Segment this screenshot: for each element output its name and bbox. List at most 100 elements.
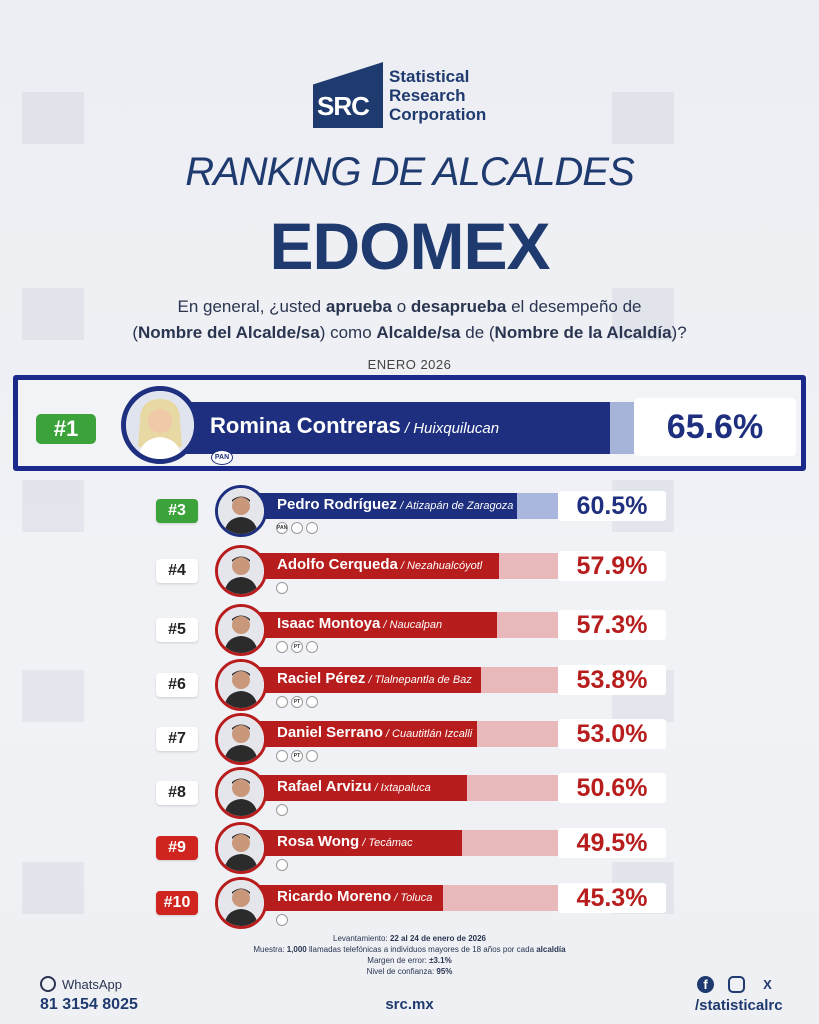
- rank-badge: #10: [156, 891, 198, 915]
- pri-logo-icon: [291, 522, 303, 534]
- rank-badge: #9: [156, 836, 198, 860]
- approval-bar-remainder: [610, 402, 636, 454]
- morena-logo-icon: [276, 914, 288, 926]
- approval-bar-fill: [240, 612, 497, 638]
- whatsapp-number[interactable]: 81 3154 8025: [40, 996, 138, 1013]
- ranking-row: #6 Raciel Pérez / Tlalnepantla de Baz 53.8…: [0, 659, 819, 711]
- rank-badge: #1: [36, 414, 96, 444]
- mayor-photo: [215, 659, 267, 711]
- ranking-row: #3 Pedro Rodríguez / Atizapán de Zaragoza…: [0, 485, 819, 537]
- approval-bar-fill: [240, 885, 443, 911]
- rank-badge: #5: [156, 618, 198, 642]
- watermark: [22, 92, 84, 144]
- party-logos: PAN: [276, 522, 318, 534]
- mayor-name: Pedro Rodríguez / Atizapán de Zaragoza: [277, 496, 514, 513]
- mayor-name: Isaac Montoya / Naucalpan: [277, 615, 443, 632]
- approval-bar-fill: [240, 721, 477, 747]
- mayor-photo: [215, 877, 267, 929]
- approval-percentage: 65.6%: [634, 398, 796, 456]
- mayor-name: Romina Contreras / Huixquilucan: [210, 413, 500, 438]
- municipality: / Ixtapaluca: [371, 782, 431, 794]
- watermark: [22, 288, 84, 340]
- logo-name-line: Research: [389, 85, 466, 105]
- rank-badge: #6: [156, 673, 198, 697]
- logo-name-line: Statistical: [389, 66, 470, 86]
- logo-text: Statistical Research Corporation: [389, 67, 486, 124]
- approval-bar: [168, 402, 633, 454]
- municipality: / Cuautitlán Izcalli: [382, 728, 473, 740]
- pvem-logo-icon: [306, 696, 318, 708]
- municipality: / Toluca: [391, 892, 433, 904]
- person-icon: [218, 488, 264, 534]
- brand-logo: SRC Statistical Research Corporation: [313, 62, 486, 128]
- approval-percentage: 45.3%: [558, 883, 666, 913]
- mayor-name: Adolfo Cerqueda / Nezahualcóyotl: [277, 556, 483, 573]
- approval-percentage: 53.0%: [558, 719, 666, 749]
- social-links: f X /statisticalrc: [695, 976, 783, 1014]
- pvem-logo-icon: [306, 750, 318, 762]
- municipality: / Tecámac: [359, 837, 413, 849]
- pt-logo-icon: PT: [291, 750, 303, 762]
- person-icon: [218, 716, 264, 762]
- website-link[interactable]: src.mx: [385, 996, 434, 1013]
- featured-ranking-card: #1 Romina Contreras / Huixquilucan 65.6%…: [13, 375, 806, 471]
- morena-logo-icon: [276, 696, 288, 708]
- person-icon: [218, 662, 264, 708]
- facebook-icon[interactable]: f: [697, 976, 714, 993]
- logo-name-line: Corporation: [389, 104, 487, 124]
- logo-abbr: SRC: [317, 91, 370, 121]
- rank-badge: #3: [156, 499, 198, 523]
- ranking-row: #8 Rafael Arvizu / Ixtapaluca 50.6%: [0, 767, 819, 819]
- pt-logo-icon: PT: [291, 641, 303, 653]
- approval-percentage: 57.9%: [558, 551, 666, 581]
- watermark: [22, 670, 84, 722]
- mayor-photo: [215, 604, 267, 656]
- approval-percentage: 50.6%: [558, 773, 666, 803]
- morena-logo-icon: [276, 859, 288, 871]
- mayor-photo: [215, 822, 267, 874]
- pt-logo-icon: PT: [291, 696, 303, 708]
- person-icon: [218, 607, 264, 653]
- survey-question: En general, ¿usted aprueba o desaprueba …: [132, 297, 687, 342]
- party-logos: PT: [276, 750, 318, 762]
- mayor-photo: [215, 545, 267, 597]
- party-logos: [276, 859, 288, 871]
- ranking-row: #5 Isaac Montoya / Naucalpan 57.3% PT: [0, 604, 819, 656]
- approval-percentage: 53.8%: [558, 665, 666, 695]
- approval-bar-fill: [240, 667, 481, 693]
- pan-logo-icon: PAN: [211, 450, 233, 465]
- morena-logo-icon: [276, 804, 288, 816]
- ranking-row: #4 Adolfo Cerqueda / Nezahualcóyotl 57.9%: [0, 545, 819, 597]
- ranking-row: #7 Daniel Serrano / Cuautitlán Izcalli 53.…: [0, 713, 819, 765]
- person-icon: [218, 880, 264, 926]
- ranking-row: #10 Ricardo Moreno / Toluca 45.3%: [0, 877, 819, 929]
- whatsapp-contact[interactable]: WhatsApp 81 3154 8025: [40, 976, 138, 1014]
- municipality: / Tlalnepantla de Baz: [365, 674, 472, 686]
- municipality: / Atizapán de Zaragoza: [397, 500, 514, 512]
- page-subtitle: EDOMEX: [269, 209, 550, 283]
- mayor-photo: [215, 713, 267, 765]
- watermark: [612, 92, 674, 144]
- morena-logo-icon: [276, 750, 288, 762]
- municipality: / Naucalpan: [380, 619, 443, 631]
- logo-mark: SRC: [313, 62, 383, 128]
- approval-percentage: 49.5%: [558, 828, 666, 858]
- rank-badge: #4: [156, 559, 198, 583]
- party-logos: [276, 914, 288, 926]
- whatsapp-icon: [40, 976, 56, 992]
- page-title: RANKING DE ALCALDES: [185, 150, 635, 194]
- ranking-row: #9 Rosa Wong / Tecámac 49.5%: [0, 822, 819, 874]
- rank-badge: #8: [156, 781, 198, 805]
- pvem-logo-icon: [306, 641, 318, 653]
- x-icon[interactable]: X: [763, 977, 772, 992]
- mc-logo-icon: [306, 522, 318, 534]
- mayor-photo: [215, 485, 267, 537]
- person-icon: [218, 548, 264, 594]
- mayor-name: Ricardo Moreno / Toluca: [277, 888, 433, 905]
- instagram-icon[interactable]: [728, 976, 745, 993]
- approval-bar-fill: [240, 493, 517, 519]
- mayor-photo: [121, 386, 199, 464]
- person-icon: [126, 391, 194, 459]
- municipality: / Nezahualcóyotl: [397, 560, 483, 572]
- social-handle[interactable]: /statisticalrc: [695, 997, 783, 1014]
